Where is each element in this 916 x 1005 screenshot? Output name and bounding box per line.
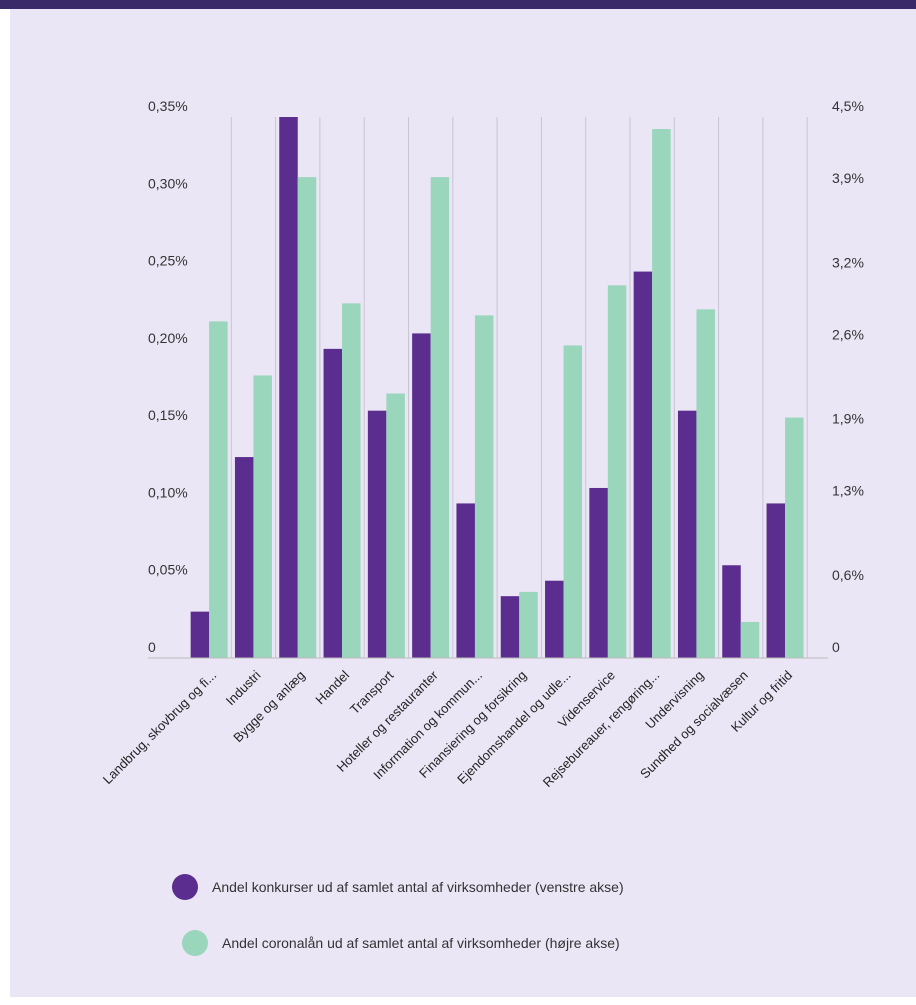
right-tick-label: 0,6%: [832, 567, 864, 583]
category-label: Handel: [312, 667, 352, 707]
left-tick-label: 0,35%: [148, 98, 188, 114]
legend-swatch-series-2: [182, 930, 208, 956]
bar-coronalaan: [519, 591, 538, 658]
right-tick-label: 3,2%: [832, 254, 864, 270]
bar-konkurser: [412, 333, 431, 658]
category-label: Industri: [223, 667, 264, 708]
left-tick-label: 0,25%: [148, 253, 188, 269]
right-tick-label: 1,3%: [832, 483, 864, 499]
bar-konkurser: [722, 565, 741, 658]
bar-coronalaan: [209, 321, 228, 658]
bar-coronalaan: [740, 621, 760, 658]
right-tick-label: 1,9%: [832, 411, 864, 427]
bar-konkurser: [766, 503, 786, 658]
bar-coronalaan: [386, 393, 405, 658]
right-tick-label: 2,6%: [832, 326, 864, 342]
bar-konkurser: [234, 457, 254, 658]
grid-lines: [230, 117, 808, 658]
left-tick-label: 0,30%: [148, 175, 188, 191]
bar-konkurser: [677, 410, 697, 658]
bar-coronalaan: [297, 177, 317, 658]
bar-konkurser: [456, 503, 475, 658]
top-bar: [0, 0, 916, 9]
bar-konkurser: [545, 580, 564, 658]
bar-konkurser: [500, 596, 520, 658]
legend-label-series-1: Andel konkurser ud af samlet antal af vi…: [212, 879, 624, 895]
legend-label-series-2: Andel coronalån ud af samlet antal af vi…: [222, 935, 620, 951]
left-tick-label: 0,05%: [148, 562, 188, 578]
bar-coronalaan: [253, 375, 272, 658]
left-tick-label: 0,20%: [148, 330, 188, 346]
bar-konkurser: [279, 117, 298, 658]
bar-coronalaan: [607, 285, 627, 658]
bars: [190, 117, 804, 658]
bar-konkurser: [633, 271, 653, 658]
bar-coronalaan: [696, 309, 715, 658]
legend-item-series-1: Andel konkurser ud af samlet antal af vi…: [172, 874, 624, 900]
category-label: Landbrug, skovbrug og fi...: [100, 668, 219, 787]
bar-konkurser: [589, 487, 608, 658]
legend-item-series-2: Andel coronalån ud af samlet antal af vi…: [182, 930, 620, 956]
left-tick-label: 0,15%: [148, 407, 188, 423]
left-axis: 0 0,05% 0,10% 0,15% 0,20% 0,25% 0,30% 0,35%: [148, 98, 188, 655]
chart-panel: [10, 9, 916, 997]
right-tick-label: 4,5%: [832, 98, 864, 114]
bar-coronalaan: [785, 417, 804, 658]
right-tick-label: 0: [832, 639, 840, 655]
legend-swatch-series-1: [172, 874, 198, 900]
bar-konkurser: [367, 410, 387, 658]
bar-coronalaan: [474, 315, 494, 658]
bar-coronalaan: [342, 303, 361, 658]
bar-coronalaan: [430, 177, 450, 658]
bar-konkurser: [323, 348, 343, 658]
bar-coronalaan: [563, 345, 583, 658]
right-axis: 0 0,6% 1,3% 1,9% 2,6% 3,2% 3,9% 4,5%: [832, 98, 864, 655]
left-tick-label: 0: [148, 639, 156, 655]
right-tick-label: 3,9%: [832, 170, 864, 186]
category-labels: Landbrug, skovbrug og fi... IndustriBygge…: [100, 667, 795, 790]
bar-coronalaan: [652, 129, 671, 658]
bar-konkurser: [190, 611, 210, 658]
left-tick-label: 0,10%: [148, 484, 188, 500]
